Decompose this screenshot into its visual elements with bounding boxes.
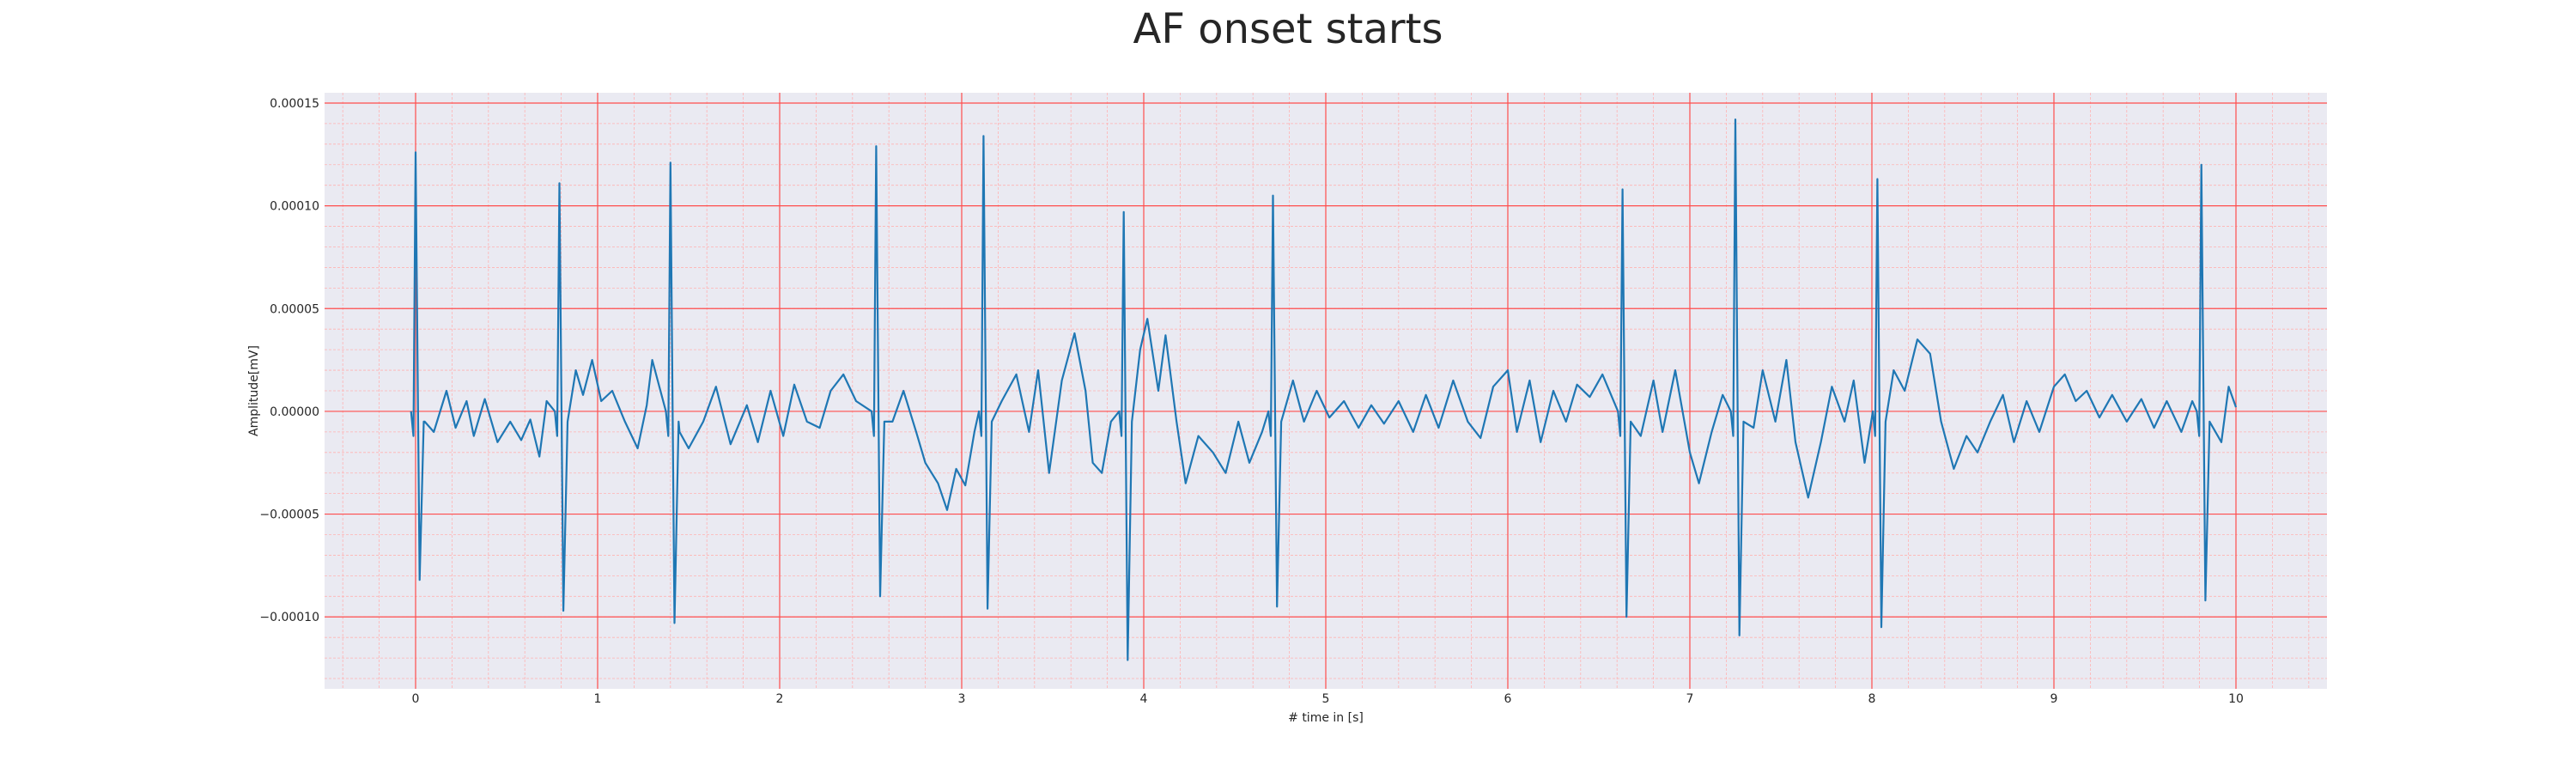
y-tick-label: 0.00010 xyxy=(270,200,319,214)
y-tick-label: −0.00005 xyxy=(259,508,319,522)
x-tick-label: 9 xyxy=(2050,692,2058,706)
chart-title: AF onset starts xyxy=(1133,5,1443,53)
x-tick-label: 3 xyxy=(958,692,966,706)
y-tick-label: 0.00005 xyxy=(270,302,319,316)
x-tick-label: 1 xyxy=(594,692,602,706)
y-tick-label: −0.00010 xyxy=(259,611,319,624)
x-tick-label: 4 xyxy=(1140,692,1148,706)
y-axis-label: Amplitude[mV] xyxy=(247,345,261,436)
x-tick-label: 5 xyxy=(1322,692,1330,706)
major-grid xyxy=(325,93,2327,689)
x-tick-label: 10 xyxy=(2228,692,2244,706)
x-tick-label: 6 xyxy=(1504,692,1512,706)
ecg-signal-line xyxy=(410,119,2238,661)
y-tick-label: 0.00015 xyxy=(270,97,319,111)
x-tick-label: 2 xyxy=(776,692,784,706)
x-tick-label: 8 xyxy=(1868,692,1876,706)
x-axis-ticks: 0 1 2 3 4 5 6 7 8 9 10 xyxy=(412,692,2244,706)
y-tick-label: 0.00000 xyxy=(270,405,319,419)
x-tick-label: 7 xyxy=(1686,692,1694,706)
x-axis-label: # time in [s] xyxy=(1288,711,1364,725)
y-axis-ticks: −0.00010 −0.00005 0.00000 0.00005 0.00010 0.0… xyxy=(259,97,319,624)
x-tick-label: 0 xyxy=(412,692,420,706)
